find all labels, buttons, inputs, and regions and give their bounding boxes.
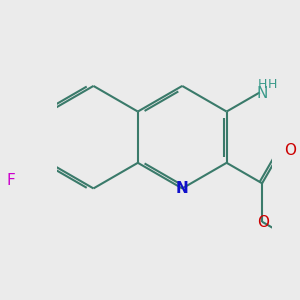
Text: O: O [257, 215, 269, 230]
Text: N: N [176, 181, 189, 196]
Text: F: F [7, 173, 15, 188]
Text: H: H [258, 78, 267, 91]
Text: N: N [257, 86, 268, 101]
Text: H: H [268, 78, 278, 91]
Text: O: O [284, 143, 296, 158]
